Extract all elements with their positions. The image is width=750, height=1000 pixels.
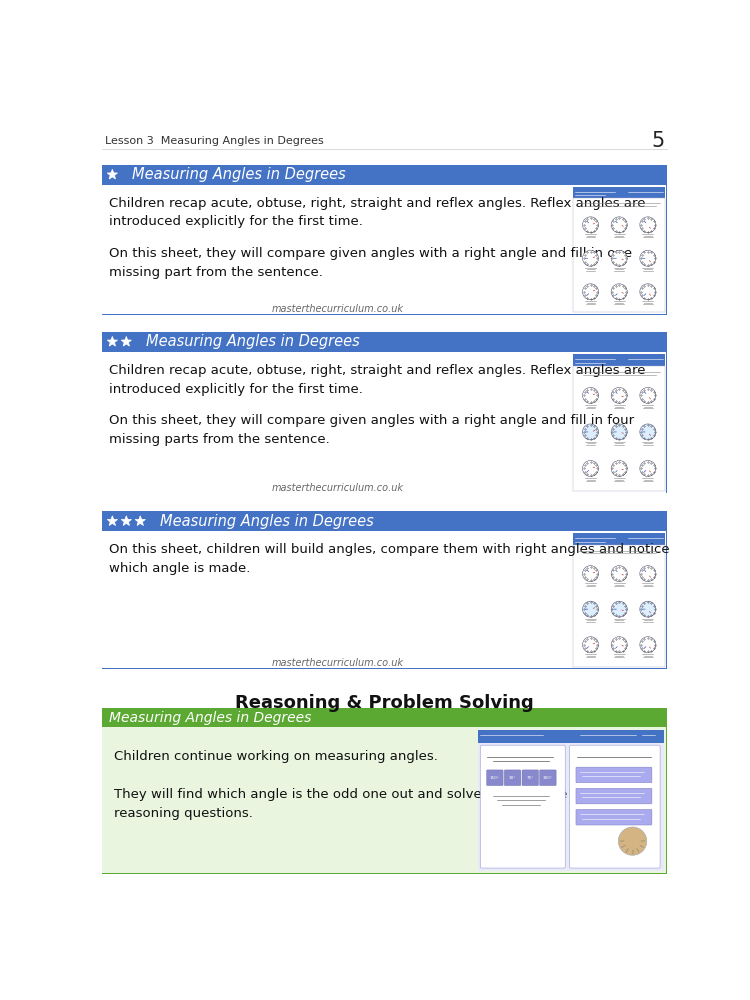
Bar xyxy=(574,354,665,366)
Bar xyxy=(478,743,664,871)
Circle shape xyxy=(583,424,598,440)
Circle shape xyxy=(640,424,656,440)
Polygon shape xyxy=(122,516,131,526)
Circle shape xyxy=(583,461,598,476)
Circle shape xyxy=(583,637,598,653)
FancyBboxPatch shape xyxy=(487,770,503,786)
FancyBboxPatch shape xyxy=(569,745,660,868)
Polygon shape xyxy=(135,516,146,526)
Circle shape xyxy=(640,250,656,266)
Circle shape xyxy=(611,424,627,440)
Text: Measuring Angles in Degrees: Measuring Angles in Degrees xyxy=(110,711,312,725)
Circle shape xyxy=(618,827,646,855)
FancyBboxPatch shape xyxy=(576,788,652,804)
Circle shape xyxy=(583,217,598,233)
Text: masterthecurriculum.co.uk: masterthecurriculum.co.uk xyxy=(272,658,404,668)
Bar xyxy=(101,332,668,493)
Text: Children recap acute, obtuse, right, straight and reflex angles. Reflex angles a: Children recap acute, obtuse, right, str… xyxy=(110,197,646,229)
Text: 150°: 150° xyxy=(490,776,500,780)
Circle shape xyxy=(611,601,627,617)
Circle shape xyxy=(611,250,627,266)
Bar xyxy=(574,533,665,545)
Bar xyxy=(574,545,665,667)
FancyBboxPatch shape xyxy=(540,770,556,786)
Text: Measuring Angles in Degrees: Measuring Angles in Degrees xyxy=(146,334,360,349)
Circle shape xyxy=(583,250,598,266)
Text: 300°: 300° xyxy=(543,776,553,780)
Text: 30°: 30° xyxy=(509,776,516,780)
Text: Children recap acute, obtuse, right, straight and reflex angles. Reflex angles a: Children recap acute, obtuse, right, str… xyxy=(110,364,646,396)
Bar xyxy=(478,730,664,743)
Bar xyxy=(102,185,667,314)
Text: Lesson 3  Measuring Angles in Degrees: Lesson 3 Measuring Angles in Degrees xyxy=(105,136,324,146)
Text: 5: 5 xyxy=(652,131,665,151)
Bar xyxy=(102,352,667,493)
Bar xyxy=(101,165,668,185)
Circle shape xyxy=(640,566,656,582)
Circle shape xyxy=(611,387,627,403)
Circle shape xyxy=(611,461,627,476)
Text: On this sheet, they will compare given angles with a right angle and fill in fou: On this sheet, they will compare given a… xyxy=(110,414,634,446)
Text: Children continue working on measuring angles.: Children continue working on measuring a… xyxy=(114,750,438,763)
Bar xyxy=(102,531,667,668)
Bar xyxy=(101,511,668,669)
Polygon shape xyxy=(107,169,118,179)
Circle shape xyxy=(640,387,656,403)
Circle shape xyxy=(611,566,627,582)
Text: Reasoning & Problem Solving: Reasoning & Problem Solving xyxy=(235,694,534,712)
Bar xyxy=(574,187,665,198)
FancyBboxPatch shape xyxy=(480,745,566,868)
Polygon shape xyxy=(107,516,118,526)
Polygon shape xyxy=(122,336,131,346)
Bar xyxy=(574,366,665,491)
Text: masterthecurriculum.co.uk: masterthecurriculum.co.uk xyxy=(272,304,404,314)
Circle shape xyxy=(583,387,598,403)
FancyBboxPatch shape xyxy=(504,770,520,786)
Bar xyxy=(101,511,668,531)
Circle shape xyxy=(583,566,598,582)
Text: Measuring Angles in Degrees: Measuring Angles in Degrees xyxy=(133,167,346,182)
Text: 75°: 75° xyxy=(526,776,534,780)
FancyBboxPatch shape xyxy=(576,767,652,783)
Bar xyxy=(101,165,668,315)
Circle shape xyxy=(583,284,598,300)
Bar xyxy=(101,708,668,727)
Circle shape xyxy=(640,217,656,233)
Text: Measuring Angles in Degrees: Measuring Angles in Degrees xyxy=(160,514,374,529)
Polygon shape xyxy=(107,336,118,346)
Text: On this sheet, they will compare given angles with a right angle and fill in one: On this sheet, they will compare given a… xyxy=(110,247,632,279)
Circle shape xyxy=(611,284,627,300)
Text: On this sheet, children will build angles, compare them with right angles and no: On this sheet, children will build angle… xyxy=(110,544,670,575)
Text: masterthecurriculum.co.uk: masterthecurriculum.co.uk xyxy=(272,483,404,493)
Bar xyxy=(101,332,668,352)
FancyBboxPatch shape xyxy=(522,770,538,786)
Bar xyxy=(101,708,668,874)
Circle shape xyxy=(640,461,656,476)
Circle shape xyxy=(583,601,598,617)
Circle shape xyxy=(640,601,656,617)
Circle shape xyxy=(640,284,656,300)
Text: They will find which angle is the odd one out and solve true or false
reasoning : They will find which angle is the odd on… xyxy=(114,788,567,820)
Circle shape xyxy=(611,217,627,233)
Circle shape xyxy=(611,637,627,653)
FancyBboxPatch shape xyxy=(576,809,652,825)
Bar xyxy=(574,198,665,312)
Bar xyxy=(102,727,667,873)
Circle shape xyxy=(640,637,656,653)
